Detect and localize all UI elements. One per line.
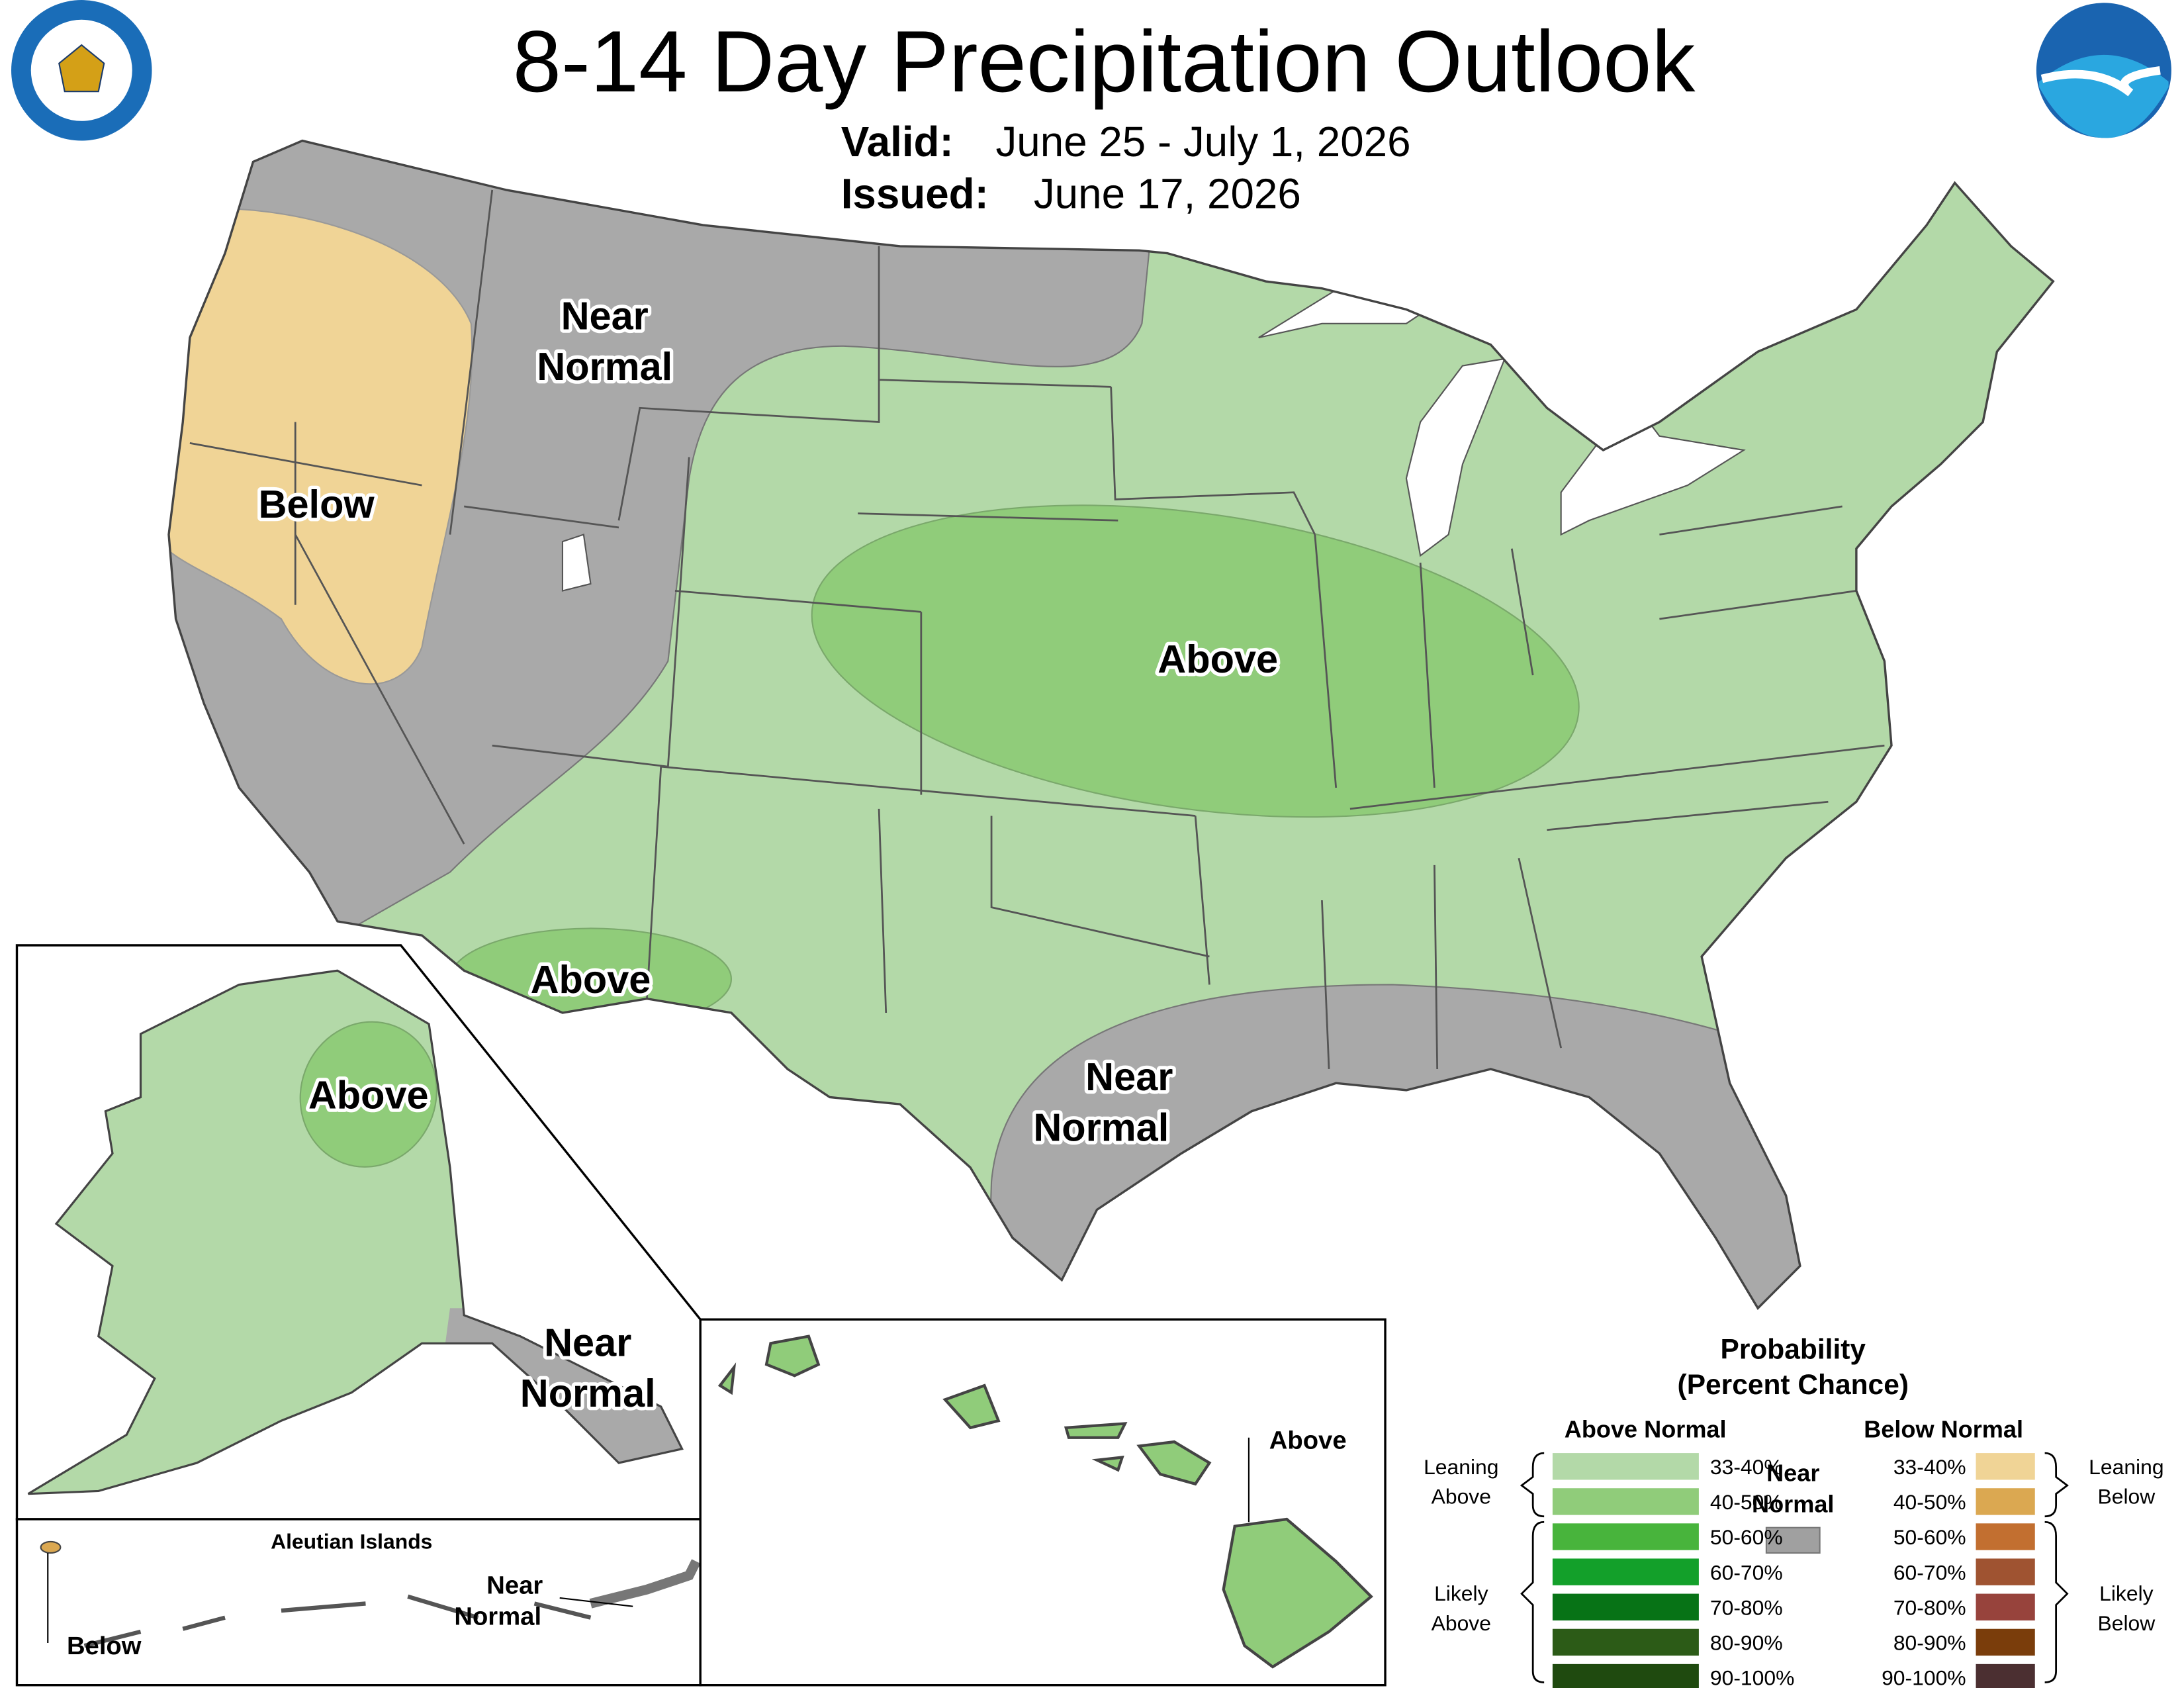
legend-title: (Percent Chance): [1678, 1370, 1909, 1401]
region-label: Normal: [520, 1371, 656, 1415]
legend-range: 90-100%: [1710, 1666, 1795, 1688]
legend-range: 40-50%: [1710, 1490, 1783, 1514]
legend-range: 80-90%: [1893, 1631, 1966, 1655]
legend-label: Near: [1766, 1460, 1819, 1487]
legend-range: 40-50%: [1893, 1490, 1966, 1514]
commerce-logo: [11, 0, 152, 141]
legend-range: 50-60%: [1710, 1525, 1783, 1549]
legend-swatch: [1976, 1488, 2035, 1515]
leader-line: [559, 1597, 633, 1607]
legend-swatch: [1552, 1453, 1699, 1480]
title: 8-14 Day Precipitation Outlook: [513, 13, 1696, 110]
legend-range: 33-40%: [1893, 1455, 1966, 1479]
region-label: Near: [561, 293, 649, 338]
legend-label: Likely: [1434, 1581, 1488, 1605]
legend-swatch: [1765, 1526, 1821, 1554]
legend: Probability (Percent Chance) Above Norma…: [1424, 1335, 2164, 1688]
region-label: Below: [67, 1632, 142, 1660]
issued-date: June 17, 2026: [1034, 170, 1301, 218]
legend-label: Below: [2097, 1485, 2156, 1509]
region-label: Above: [1269, 1427, 1347, 1455]
region-label: Normal: [537, 344, 672, 389]
lake: [561, 534, 592, 592]
legend-swatch: [1976, 1523, 2035, 1550]
legend-range: 70-80%: [1893, 1595, 1966, 1619]
legend-swatch: [1976, 1593, 2035, 1620]
islands: [83, 1594, 592, 1648]
inset-title: Aleutian Islands: [271, 1530, 432, 1554]
region-label: Normal: [454, 1602, 541, 1630]
region-label: Below: [259, 482, 375, 526]
noaa-logo: [2036, 3, 2171, 138]
legend-heading: Above Normal: [1565, 1416, 1727, 1443]
legend-swatch: [1976, 1453, 2035, 1480]
conus-outline: [167, 139, 2055, 1310]
region-label: Near: [1085, 1055, 1173, 1099]
legend-label: Leaning: [2089, 1455, 2163, 1479]
legend-swatch: [1976, 1664, 2035, 1688]
legend-title: Probability: [1720, 1335, 1866, 1366]
legend-label: Normal: [1752, 1490, 1834, 1517]
region-label: Above: [1158, 637, 1278, 681]
legend-swatch: [1976, 1558, 2035, 1585]
lake: [1405, 357, 1506, 557]
legend-label: Above: [1432, 1611, 1491, 1635]
legend-range: 60-70%: [1893, 1560, 1966, 1584]
legend-heading: Below Normal: [1864, 1416, 2023, 1443]
issued-label: Issued:: [841, 170, 989, 218]
legend-swatch: [1552, 1593, 1699, 1620]
alaska-outline: [27, 969, 684, 1495]
legend-label: Likely: [2099, 1581, 2154, 1605]
legend-brace: [1520, 1452, 2069, 1683]
region-label: Near: [544, 1320, 631, 1364]
region-label: Normal: [1033, 1105, 1169, 1149]
legend-range: 60-70%: [1710, 1560, 1783, 1584]
hawaii-islands: [717, 1335, 1373, 1669]
legend-swatch: [1552, 1664, 1699, 1688]
legend-swatch: [1552, 1558, 1699, 1585]
legend-label: Leaning: [1424, 1455, 1498, 1479]
above-40-region: [811, 504, 1580, 818]
legend-range: 80-90%: [1710, 1631, 1783, 1655]
region-label: Near: [486, 1571, 543, 1600]
legend-range: 50-60%: [1893, 1525, 1966, 1549]
legend-label: Above: [1432, 1485, 1491, 1509]
legend-swatch: [1552, 1628, 1699, 1656]
valid-label: Valid:: [841, 118, 954, 165]
valid-dates: June 25 - July 1, 2026: [995, 118, 1410, 165]
legend-swatch: [1552, 1523, 1699, 1550]
legend-swatch: [1976, 1628, 2035, 1656]
legend-label: Below: [2097, 1611, 2156, 1635]
legend-range: 33-40%: [1710, 1455, 1783, 1479]
legend-range: 90-100%: [1882, 1666, 1966, 1688]
region-label: Above: [308, 1072, 429, 1117]
legend-swatch: [1552, 1488, 1699, 1515]
islands: [589, 1559, 701, 1609]
below-region: [168, 207, 473, 685]
island: [40, 1540, 62, 1554]
region-label: Above: [531, 957, 651, 1002]
legend-range: 70-80%: [1710, 1595, 1783, 1619]
